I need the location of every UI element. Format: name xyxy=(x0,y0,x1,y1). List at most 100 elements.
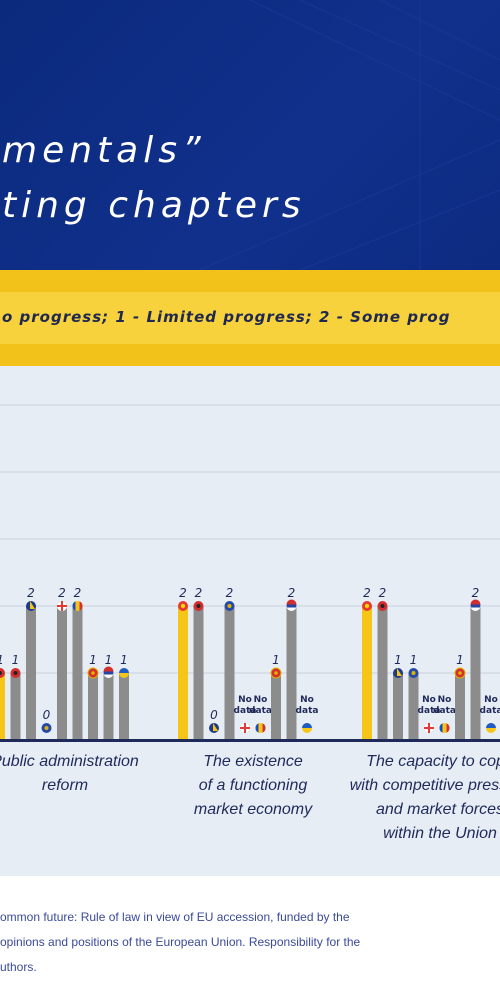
data-label: 2 xyxy=(472,586,480,600)
bar xyxy=(10,673,21,740)
category-label: The capacity to cope xyxy=(366,753,500,770)
bar xyxy=(119,673,129,740)
no-data-label: data xyxy=(480,706,500,716)
data-label: 1 xyxy=(0,653,4,667)
category-label: of a functioning xyxy=(199,777,308,794)
category-label: and market forces xyxy=(376,801,500,818)
legend-band: o progress; 1 - Limited progress; 2 - So… xyxy=(0,292,500,344)
flag-albania xyxy=(0,668,5,678)
no-data-label: No xyxy=(484,695,498,705)
flag-georgia xyxy=(423,722,435,734)
bar xyxy=(224,606,235,740)
data-label: 1 xyxy=(120,653,128,667)
data-label: 2 xyxy=(379,586,387,600)
title-line-1: mentals” xyxy=(2,130,206,171)
flag-montenegro xyxy=(270,667,282,679)
data-label: 2 xyxy=(226,586,234,600)
category-label: within the Union xyxy=(383,825,497,842)
bar xyxy=(455,673,465,740)
footer-disclaimer: ommon future: Rule of law in view of EU … xyxy=(0,905,500,980)
footer-line-2: opinions and positions of the European U… xyxy=(0,935,361,949)
category-label: reform xyxy=(42,777,88,794)
no-data-label: data xyxy=(433,706,456,716)
flag-north-macedonia xyxy=(362,601,372,611)
no-data-label: No xyxy=(438,695,452,705)
no-data-label: data xyxy=(249,706,272,716)
category-label: Public administration xyxy=(0,753,139,770)
data-label: 0 xyxy=(43,708,51,722)
no-data-label: data xyxy=(418,706,441,716)
no-data-label: No xyxy=(300,695,314,705)
category-label: with competitive pressure xyxy=(350,777,500,794)
flag-montenegro xyxy=(454,667,466,679)
flag-ukraine xyxy=(119,668,129,678)
flag-moldova xyxy=(72,601,83,611)
flag-kosovo xyxy=(408,668,419,678)
data-label: 1 xyxy=(410,653,418,667)
header-banner: mentals” ting chapters xyxy=(0,0,500,270)
flag-bosnia xyxy=(26,601,36,611)
data-label: 1 xyxy=(105,653,113,667)
bar xyxy=(103,673,114,740)
flag-kosovo xyxy=(224,601,235,611)
no-data-label: data xyxy=(234,706,257,716)
bar xyxy=(393,673,403,740)
flag-albania xyxy=(377,601,388,611)
data-label: 2 xyxy=(58,586,66,600)
bar xyxy=(271,673,281,740)
flag-georgia xyxy=(239,722,251,734)
bar xyxy=(0,673,5,740)
bar xyxy=(193,606,204,740)
footer-line-1: ommon future: Rule of law in view of EU … xyxy=(0,910,350,924)
category-label: The existence xyxy=(203,753,303,770)
data-label: 1 xyxy=(89,653,97,667)
category-label: market economy xyxy=(194,801,313,818)
flag-north-macedonia xyxy=(178,601,188,611)
no-data-label: data xyxy=(296,706,319,716)
no-data-label: No xyxy=(238,695,252,705)
no-data-label: No xyxy=(254,695,268,705)
bar xyxy=(286,606,297,740)
bar xyxy=(57,606,67,740)
progress-legend: o progress; 1 - Limited progress; 2 - So… xyxy=(2,308,451,326)
header-decoration xyxy=(199,0,500,270)
flag-georgia xyxy=(56,600,68,612)
data-label: 2 xyxy=(195,586,203,600)
flag-bosnia xyxy=(393,668,403,678)
data-label: 2 xyxy=(74,586,82,600)
bar xyxy=(470,606,481,740)
data-label: 0 xyxy=(210,708,218,722)
bar xyxy=(178,606,188,740)
title-line-2: ting chapters xyxy=(2,185,306,226)
flag-serbia xyxy=(286,599,297,611)
bar xyxy=(362,606,372,740)
data-label: 1 xyxy=(456,653,464,667)
bar xyxy=(26,606,36,740)
data-label: 2 xyxy=(363,586,371,600)
data-label: 2 xyxy=(179,586,187,600)
bar xyxy=(88,673,98,740)
flag-kosovo xyxy=(41,723,52,733)
data-label: 1 xyxy=(12,653,20,667)
legend-band-bottom xyxy=(0,344,500,366)
bar xyxy=(377,606,388,740)
flag-moldova xyxy=(255,723,266,733)
footer-line-3: uthors. xyxy=(0,960,37,974)
data-label: 1 xyxy=(272,653,280,667)
flag-moldova xyxy=(439,723,450,733)
bar xyxy=(72,606,83,740)
flag-serbia xyxy=(470,599,481,611)
bar xyxy=(408,673,419,740)
no-data-label: No xyxy=(422,695,436,705)
chart-background xyxy=(0,366,500,876)
bar-chart: 1120221112202NodataNodata12Nodata2211Nod… xyxy=(0,404,500,842)
flag-serbia xyxy=(103,666,114,678)
data-label: 2 xyxy=(288,586,296,600)
data-label: 1 xyxy=(394,653,402,667)
flag-albania xyxy=(193,601,204,611)
flag-montenegro xyxy=(87,667,99,679)
flag-ukraine xyxy=(486,723,496,733)
flag-bosnia xyxy=(209,723,219,733)
flag-albania xyxy=(10,668,21,678)
legend-band-top xyxy=(0,270,500,292)
